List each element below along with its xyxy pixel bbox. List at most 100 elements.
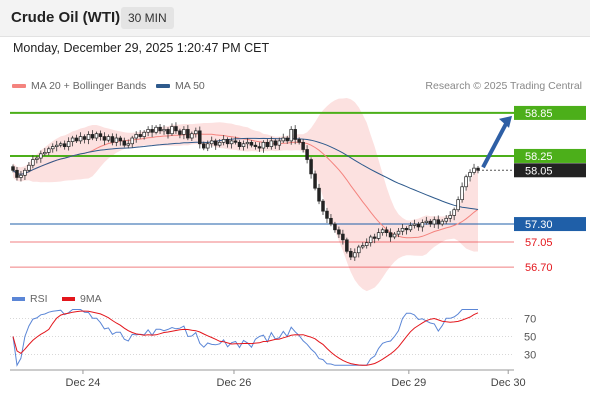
- candle-bull: [460, 186, 464, 201]
- candle-bull: [357, 246, 361, 254]
- candle-bull: [424, 220, 429, 223]
- candle-bear: [62, 143, 67, 147]
- candle-bear: [313, 173, 317, 189]
- legend-ma50: MA 50: [156, 80, 205, 92]
- time-tick-Dec-26: Dec 26: [217, 377, 252, 389]
- forecast-arrow-shaft: [481, 120, 509, 169]
- candle-bull: [94, 133, 99, 139]
- candle-bull: [448, 215, 452, 219]
- ma20-label: MA 20 + Bollinger Bands: [31, 80, 147, 92]
- candle-bull: [190, 133, 194, 139]
- candle-bear: [329, 217, 333, 225]
- candle-bear: [138, 134, 142, 137]
- ma9-swatch: [62, 297, 75, 302]
- rsi-swatch: [12, 297, 25, 302]
- bollinger-band: [13, 98, 478, 292]
- candle-bear: [118, 137, 123, 142]
- candle-bull: [35, 157, 39, 160]
- price-label-58.25: 58.25: [525, 151, 553, 163]
- candle-bear: [257, 146, 262, 149]
- candle-bull: [146, 129, 150, 133]
- candle-bear: [11, 166, 15, 171]
- candle-bull: [269, 140, 274, 147]
- candle-bull: [245, 141, 250, 145]
- rsi-9ma-line: [12, 310, 479, 366]
- candle-bull: [281, 137, 286, 142]
- candle-bear: [265, 141, 270, 147]
- candle-bear: [237, 141, 242, 147]
- candle-bear: [90, 134, 95, 139]
- candle-bull: [456, 199, 460, 211]
- level-line-layer: [10, 111, 514, 268]
- time-tick-Dec-29: Dec 29: [391, 377, 426, 389]
- candle-bull: [261, 141, 266, 149]
- candle-bull: [39, 153, 43, 159]
- candle-bull: [142, 131, 146, 137]
- candle-bull: [27, 164, 31, 171]
- candle-bull: [472, 167, 476, 173]
- candle-bear: [436, 219, 441, 225]
- candle-bull: [78, 136, 83, 142]
- timeframe-badge[interactable]: 30 MIN: [121, 7, 174, 29]
- candle-bull: [468, 172, 472, 178]
- candle-bull: [43, 152, 47, 155]
- candle-bull: [54, 144, 59, 147]
- candle-bull: [432, 219, 437, 225]
- candle-bull: [364, 242, 369, 246]
- candle-bull: [31, 159, 35, 166]
- candle-bear: [341, 233, 345, 241]
- candle-bear: [349, 250, 353, 258]
- candle-bull: [50, 146, 55, 150]
- candle-bear: [15, 169, 19, 178]
- candle-bear: [309, 159, 313, 175]
- candle-bear: [102, 136, 107, 141]
- candle-bull: [126, 143, 131, 146]
- candle-bear: [337, 229, 341, 235]
- candle-bull: [23, 169, 27, 176]
- candle-bull: [19, 174, 23, 178]
- time-axis: Dec 24 Dec 26 Dec 29 Dec 30: [10, 369, 526, 389]
- candle-bear: [233, 140, 238, 143]
- rsi-panel: 70 50 30: [10, 309, 536, 367]
- ma9-label: 9MA: [80, 293, 102, 305]
- candle-bear: [186, 129, 190, 139]
- candle-bull: [440, 220, 444, 225]
- candle-bear: [150, 129, 154, 133]
- ma50-label: MA 50: [175, 80, 205, 92]
- ma20-swatch: [12, 84, 26, 89]
- candle-bull: [420, 222, 425, 228]
- candle-bear: [202, 143, 206, 149]
- candle-bear: [253, 144, 258, 147]
- candle-bear: [82, 136, 87, 140]
- candle-bull: [205, 143, 210, 149]
- candle-bull: [444, 217, 448, 222]
- candle-bull: [368, 236, 373, 244]
- time-tick-Dec-30: Dec 30: [491, 377, 526, 389]
- rsi-line: [12, 309, 478, 367]
- candle-bear: [476, 167, 480, 171]
- candle-bear: [285, 137, 289, 142]
- candle-bear: [158, 126, 162, 132]
- price-tag-58.25: [514, 148, 586, 163]
- current-price-label: 58.05: [525, 165, 553, 177]
- candle-bull: [241, 143, 246, 147]
- candle-bear: [174, 126, 178, 132]
- candle-bull: [289, 129, 293, 142]
- instrument-name: Crude Oil (WTI): [11, 9, 121, 26]
- candle-bear: [321, 200, 325, 212]
- candle-bear: [325, 210, 329, 219]
- candle-bull: [396, 230, 401, 235]
- rsi-tick-50: 50: [524, 332, 536, 344]
- legend-9ma: 9MA: [62, 293, 102, 305]
- candle-bear: [74, 137, 79, 142]
- price-tag-57.30: [514, 217, 586, 232]
- candle-bull: [353, 252, 357, 258]
- candle-bull: [194, 130, 198, 135]
- rsi-tick-30: 30: [524, 350, 536, 362]
- candle-bull: [209, 140, 214, 145]
- candle-layer: [11, 122, 480, 261]
- candle-bear: [333, 223, 337, 231]
- rsi-label: RSI: [30, 293, 48, 305]
- candle-bear: [301, 141, 305, 150]
